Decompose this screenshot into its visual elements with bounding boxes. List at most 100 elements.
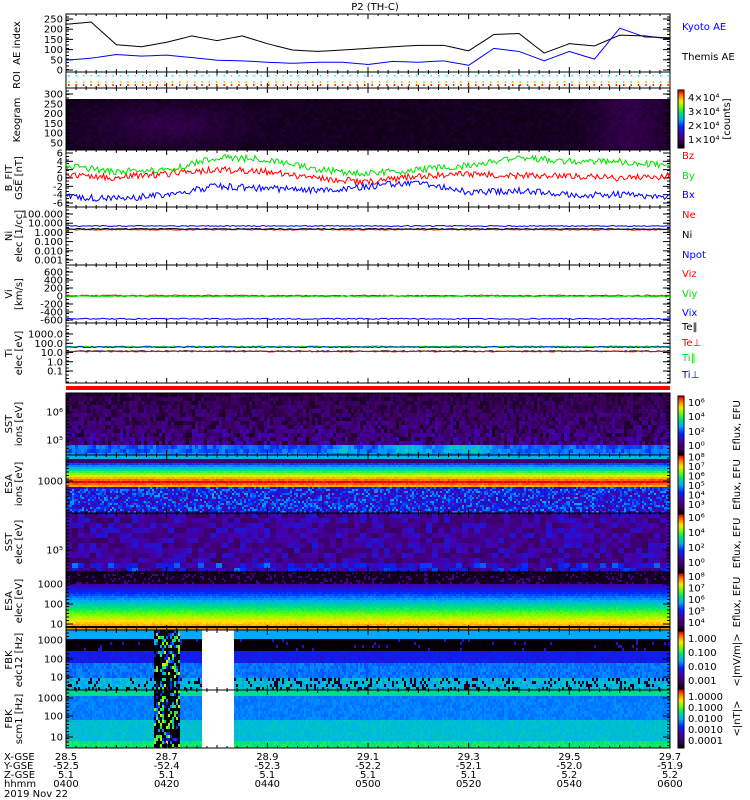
colorbar-cell xyxy=(678,478,684,481)
colorbar-cell xyxy=(678,705,684,708)
plot-date: 2019 Nov 22 xyxy=(4,789,68,800)
colorbar-cell xyxy=(678,722,684,725)
colorbar-cell xyxy=(678,415,684,418)
bfit-axis-label: B_FIT GSE [nT] xyxy=(4,156,25,200)
roi-dot xyxy=(667,75,669,77)
colorbar-cell xyxy=(678,681,684,684)
roi-dot xyxy=(541,75,544,77)
colorbar-cell xyxy=(678,111,684,114)
fbk_scm1-axis-label: FBK scm1 [Hz] xyxy=(4,694,25,745)
roi-mark xyxy=(164,81,166,83)
roi-dot xyxy=(430,75,433,77)
roi-dot xyxy=(223,75,225,77)
roi-mark xyxy=(193,81,196,83)
ephemeris-value: 28.7 xyxy=(156,752,178,763)
roi-dot xyxy=(105,75,107,77)
colorbar-cell xyxy=(678,136,684,139)
roi-mark xyxy=(630,81,632,83)
plot-title: P2 (TH-C) xyxy=(351,2,399,13)
colorbar-cell xyxy=(678,702,684,705)
roi-mark xyxy=(408,84,410,86)
colorbar-cell xyxy=(678,145,684,148)
colorbar-cell xyxy=(678,613,684,616)
colorbar-cell xyxy=(678,577,684,580)
roi-mark xyxy=(556,81,558,83)
colorbar-cell xyxy=(678,545,684,548)
colorbar-cell xyxy=(678,639,684,642)
colorbar-cell xyxy=(678,623,684,626)
colorbar-cell xyxy=(678,91,684,94)
y-tick-label: 100.0 xyxy=(34,339,63,350)
roi-mark xyxy=(467,81,470,83)
roi-mark xyxy=(164,84,166,86)
ephemeris-value: 5.2 xyxy=(561,770,577,781)
roi-dot xyxy=(186,75,188,77)
colorbar-cell xyxy=(678,596,684,599)
roi-mark xyxy=(526,84,529,86)
colorbar-tick-label: 10⁴ xyxy=(688,491,705,502)
colorbar-cell xyxy=(678,591,684,594)
colorbar-tick-label: 10⁴ xyxy=(688,412,705,423)
colorbar-label: <|mV/m|> xyxy=(732,633,743,686)
colorbar-cell xyxy=(678,484,684,487)
colorbar-cell xyxy=(678,431,684,434)
colorbar-cell xyxy=(678,474,684,477)
roi-mark xyxy=(364,84,366,86)
colorbar-cell xyxy=(678,671,684,674)
ephemeris-row-label: X-GSE xyxy=(4,752,35,763)
roi-mark xyxy=(349,84,351,86)
colorbar-cell xyxy=(678,107,684,110)
colorbar-cell xyxy=(678,583,684,586)
roi-mark xyxy=(193,84,196,86)
roi-mark xyxy=(267,81,270,83)
colorbar-cell xyxy=(678,490,684,493)
colorbar-cell xyxy=(678,674,684,677)
colorbar-cell xyxy=(678,602,684,604)
colorbar-cell xyxy=(678,412,684,415)
colorbar-cell xyxy=(678,655,684,658)
colorbar-cell xyxy=(678,477,684,480)
colorbar-cell xyxy=(678,597,684,600)
roi-dot xyxy=(504,75,507,77)
colorbar-cell xyxy=(678,737,684,740)
fbk_scm1-colorbar xyxy=(677,688,685,749)
colorbar-cell xyxy=(678,446,684,449)
roi-dot xyxy=(149,75,151,77)
colorbar-cell xyxy=(678,718,684,721)
y-tick-label: 10⁵ xyxy=(46,436,63,447)
panel-sublabel: scm1 [Hz] xyxy=(14,694,25,745)
roi-dot xyxy=(68,75,70,77)
roi-dot xyxy=(497,75,499,77)
roi-mark xyxy=(652,81,655,83)
colorbar-cell xyxy=(678,645,684,648)
roi-mark xyxy=(393,84,396,86)
colorbar-cell xyxy=(678,94,684,97)
roi-mark xyxy=(245,81,248,83)
colorbar-cell xyxy=(678,108,684,111)
esa_elec-frame xyxy=(65,571,671,631)
roi-dot xyxy=(578,75,581,77)
colorbar-cell xyxy=(678,401,684,404)
ephemeris-value: -52.3 xyxy=(254,761,280,772)
roi-mark xyxy=(600,84,603,86)
colorbar-cell xyxy=(678,434,684,437)
keogram-axis-label: Keogram xyxy=(12,98,23,143)
roi-mark xyxy=(75,84,77,86)
y-tick-label: 600 xyxy=(44,268,63,279)
roi-mark xyxy=(201,84,203,86)
ae-frame xyxy=(65,13,671,73)
colorbar-cell xyxy=(678,584,684,587)
ae-line-themis xyxy=(65,21,671,54)
roi-mark xyxy=(549,84,551,86)
colorbar-cell xyxy=(678,686,684,689)
roi-mark xyxy=(97,81,100,83)
roi-mark xyxy=(386,81,388,83)
legend-vi: Viy xyxy=(682,289,697,300)
y-tick-label: -200 xyxy=(40,300,63,311)
y-tick-label: 100 xyxy=(44,129,63,140)
ephemeris-value: 28.5 xyxy=(55,752,77,763)
colorbar-tick-label: 0.010 xyxy=(688,662,717,673)
colorbar-cell xyxy=(678,734,684,737)
y-tick-label: 100 xyxy=(44,600,63,611)
